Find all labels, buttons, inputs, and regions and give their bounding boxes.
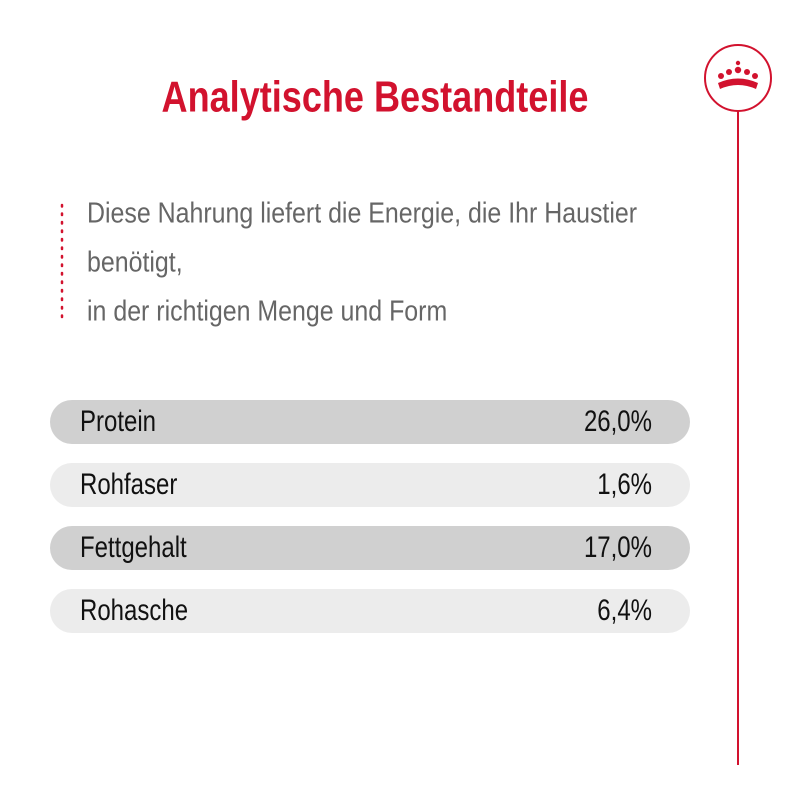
logo-circle <box>704 44 772 112</box>
table-row <box>50 589 690 633</box>
row-label: Protein <box>80 403 156 437</box>
row-value: 1,6% <box>597 466 652 500</box>
title: Analytische Bestandteile <box>162 72 589 121</box>
label-group: Rohasche <box>80 592 188 626</box>
crown-icon <box>718 60 758 89</box>
table-row <box>50 400 690 444</box>
description-line-group: Diese Nahrung liefert die Energie, die I… <box>87 197 637 229</box>
row-label: Fettgehalt <box>80 529 187 563</box>
label-group: Rohfaser <box>80 466 177 500</box>
row-value: 6,4% <box>597 592 652 626</box>
description-line-group: benötigt, <box>87 246 183 278</box>
description-line: in der richtigen Menge und Form <box>87 295 447 327</box>
description-line: benötigt, <box>87 246 183 278</box>
description-line-group: in der richtigen Menge und Form <box>87 295 447 327</box>
table: Protein 26,0% Rohfaser 1,6% Fettgehalt 17,0% R… <box>50 400 690 633</box>
value-group: 17,0% <box>584 529 652 563</box>
label-group: Fettgehalt <box>80 529 187 563</box>
row-label: Rohfaser <box>80 466 177 500</box>
row-value: 26,0% <box>584 403 652 437</box>
label-group: Protein <box>80 403 156 437</box>
row-value: 17,0% <box>584 529 652 563</box>
value-group: 1,6% <box>597 466 652 500</box>
description: Diese Nahrung liefert die Energie, die I… <box>87 197 637 327</box>
description-line: Diese Nahrung liefert die Energie, die I… <box>87 197 637 229</box>
value-group: 26,0% <box>584 403 652 437</box>
title-group: Analytische Bestandteile <box>162 72 589 121</box>
value-group: 6,4% <box>597 592 652 626</box>
row-label: Rohasche <box>80 592 188 626</box>
table-row <box>50 526 690 570</box>
table-row <box>50 463 690 507</box>
